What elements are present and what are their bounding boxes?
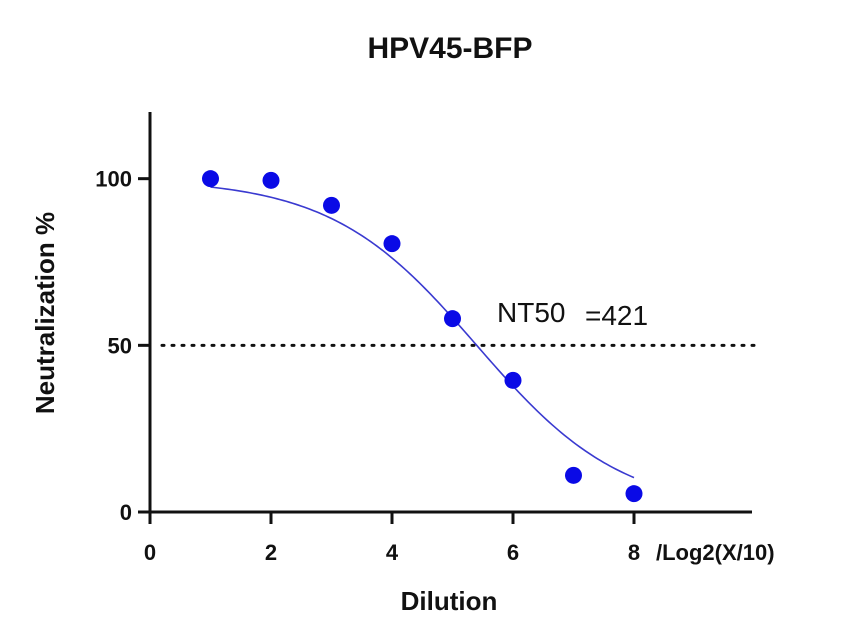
data-point	[565, 466, 582, 484]
x-tick-label: 0	[144, 540, 156, 565]
x-tick-label: 8	[628, 540, 640, 565]
y-tick-label: 50	[108, 333, 132, 358]
axes-layer: 0 50 100 0 2 4 6 8	[95, 112, 752, 565]
data-point	[202, 170, 219, 188]
data-point	[323, 196, 340, 214]
x-axis-title: Dilution	[401, 586, 498, 616]
nt50-annotation: NT50 =421	[497, 297, 648, 331]
data-point	[262, 171, 280, 189]
x-tick-label: 4	[386, 540, 399, 565]
data-point	[625, 485, 643, 503]
x-axis-unit-label: /Log2(X/10)	[656, 540, 775, 565]
data-point	[444, 310, 461, 328]
data-point	[383, 235, 401, 253]
fit-curve-layer	[210, 186, 635, 479]
chart-title: HPV45-BFP	[367, 32, 532, 65]
nt50-value: =421	[585, 300, 648, 331]
y-axis-title: Neutralization %	[30, 212, 60, 414]
nt50-label: NT50	[497, 297, 565, 328]
data-points-layer	[202, 170, 643, 503]
data-point	[504, 371, 522, 389]
y-tick-label: 100	[95, 167, 132, 192]
x-tick-label: 2	[265, 540, 277, 565]
y-tick-label: 0	[120, 500, 132, 525]
fit-curve	[210, 186, 635, 479]
x-tick-label: 6	[507, 540, 519, 565]
